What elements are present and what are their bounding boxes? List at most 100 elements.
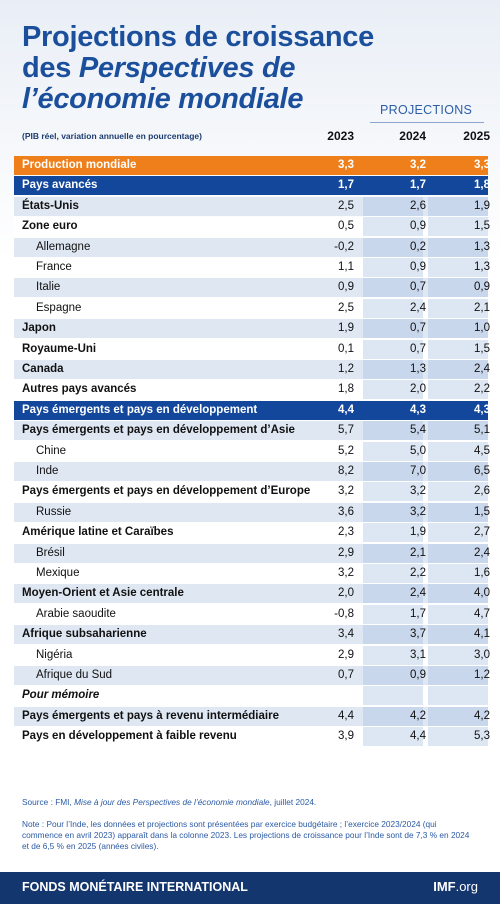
projection-shade — [428, 564, 488, 583]
organization: FONDS MONÉTAIRE INTERNATIONAL — [22, 880, 248, 894]
row-label: Autres pays avancés — [22, 383, 137, 396]
projection-shade — [428, 727, 488, 747]
projection-shade — [428, 196, 488, 216]
value-cell: 1,3 — [474, 261, 490, 273]
table-row: Pays en développement à faible revenu 3,9… — [14, 727, 490, 747]
projection-shade — [363, 441, 423, 461]
table-row: Pays émergents et pays en développement … — [14, 482, 490, 502]
table-row: Pays émergents et pays en développement … — [14, 421, 490, 441]
table-row: Moyen-Orient et Asie centrale 2,0 2,4 4,0 — [14, 584, 490, 604]
projection-shade — [363, 625, 423, 645]
projection-shade — [363, 176, 423, 196]
table-row: États-Unis 2,5 2,6 1,9 — [14, 196, 490, 216]
row-label: Pays émergents et pays en développement — [22, 403, 258, 416]
projection-shade — [363, 156, 423, 175]
projection-shade — [363, 278, 423, 298]
value-cell: 1,8 — [474, 179, 490, 192]
projection-shade — [428, 543, 488, 563]
value-cell: 0,9 — [474, 281, 490, 294]
row-label: Russie — [36, 505, 72, 518]
projection-shade — [363, 298, 423, 318]
column-header: 2023 — [327, 129, 354, 143]
projection-shade — [363, 360, 423, 379]
value-cell: 1,2 — [474, 669, 490, 681]
value-cell: 6,5 — [474, 465, 490, 477]
value-cell: 1,3 — [410, 363, 426, 375]
title: l’économie mondiale — [22, 83, 304, 115]
projection-shade — [363, 400, 423, 420]
value-cell: 1,7 — [338, 179, 354, 192]
projection-shade — [428, 176, 488, 196]
value-cell: 3,9 — [338, 730, 354, 743]
table-row: Pays émergents et pays en développement 4… — [14, 400, 490, 420]
value-cell: 5,4 — [410, 424, 426, 437]
value-cell: 1,7 — [410, 607, 426, 620]
value-cell: 0,9 — [410, 220, 426, 233]
value-cell: 3,4 — [338, 628, 354, 641]
table-row: Royaume-Uni 0,1 0,7 1,5 — [14, 339, 490, 359]
projection-shade — [428, 625, 488, 645]
value-cell: 4,1 — [474, 628, 490, 641]
value-cell: 0,7 — [338, 669, 354, 681]
value-cell: 5,7 — [338, 424, 354, 437]
projection-shade — [363, 645, 423, 665]
table-row: Amérique latine et Caraïbes 2,3 1,9 2,7 — [14, 523, 490, 543]
projection-shade — [363, 686, 423, 706]
value-cell: 3,2 — [410, 505, 426, 518]
row-label: Pays émergents et pays en développement … — [22, 485, 311, 498]
projection-shade — [363, 482, 423, 502]
value-cell: 3,2 — [338, 567, 354, 579]
value-cell: 2,2 — [410, 567, 426, 579]
projection-shade — [363, 421, 423, 441]
row-label: Production mondiale — [22, 159, 137, 171]
projection-shade — [428, 523, 488, 543]
column-header: 2025 — [463, 129, 490, 143]
value-cell: 0,9 — [410, 261, 426, 273]
projection-shade — [428, 278, 488, 298]
projection-shade — [363, 727, 423, 747]
value-cell: 1,9 — [474, 199, 490, 212]
value-cell: 4,4 — [338, 709, 354, 722]
projection-shade — [428, 645, 488, 665]
value-cell: 2,9 — [338, 648, 354, 661]
table-row: Zone euro 0,5 0,9 1,5 — [14, 217, 490, 237]
row-label: Afrique du Sud — [36, 669, 113, 681]
value-cell: 2,1 — [410, 546, 426, 559]
unit-note: (PIB réel, variation annuelle en pourcen… — [22, 131, 202, 141]
value-cell: 2,4 — [474, 546, 490, 559]
value-cell: 4,3 — [410, 403, 426, 416]
value-cell: 3,0 — [474, 648, 490, 661]
value-cell: 2,2 — [474, 383, 490, 396]
projection-shade — [428, 584, 488, 604]
table-row: Italie 0,9 0,7 0,9 — [14, 278, 490, 298]
value-cell: 4,4 — [410, 730, 426, 743]
notes: Source : FMI, Mise à jour des Perspectiv… — [22, 797, 477, 852]
row-label: Pays en développement à faible revenu — [22, 730, 237, 743]
projection-shade — [428, 686, 488, 706]
projection-shade — [428, 237, 488, 257]
projection-shade — [428, 604, 488, 624]
value-cell: 8,2 — [338, 465, 354, 477]
projection-shade — [428, 217, 488, 237]
value-cell: 3,2 — [338, 485, 354, 498]
divider — [370, 122, 484, 123]
value-cell: 3,7 — [410, 628, 426, 641]
value-cell: -0,8 — [334, 607, 354, 620]
value-cell: 1,2 — [338, 363, 354, 375]
value-cell: 0,7 — [410, 342, 426, 355]
value-cell: 4,4 — [338, 403, 354, 416]
value-cell: 0,7 — [410, 322, 426, 335]
table-row: Chine 5,2 5,0 4,5 — [14, 441, 490, 461]
value-cell: 1,6 — [474, 567, 490, 579]
value-cell: 2,9 — [338, 546, 354, 559]
value-cell: 3,6 — [338, 505, 354, 518]
value-cell: 3,3 — [474, 159, 490, 171]
table-row: Mexique 3,2 2,2 1,6 — [14, 564, 490, 583]
value-cell: 4,5 — [474, 444, 490, 457]
value-cell: -0,2 — [334, 240, 354, 253]
row-label: Pour mémoire — [22, 689, 100, 702]
projection-shade — [363, 462, 423, 481]
projection-shade — [428, 706, 488, 726]
value-cell: 1,7 — [410, 179, 426, 192]
projection-shade — [428, 482, 488, 502]
